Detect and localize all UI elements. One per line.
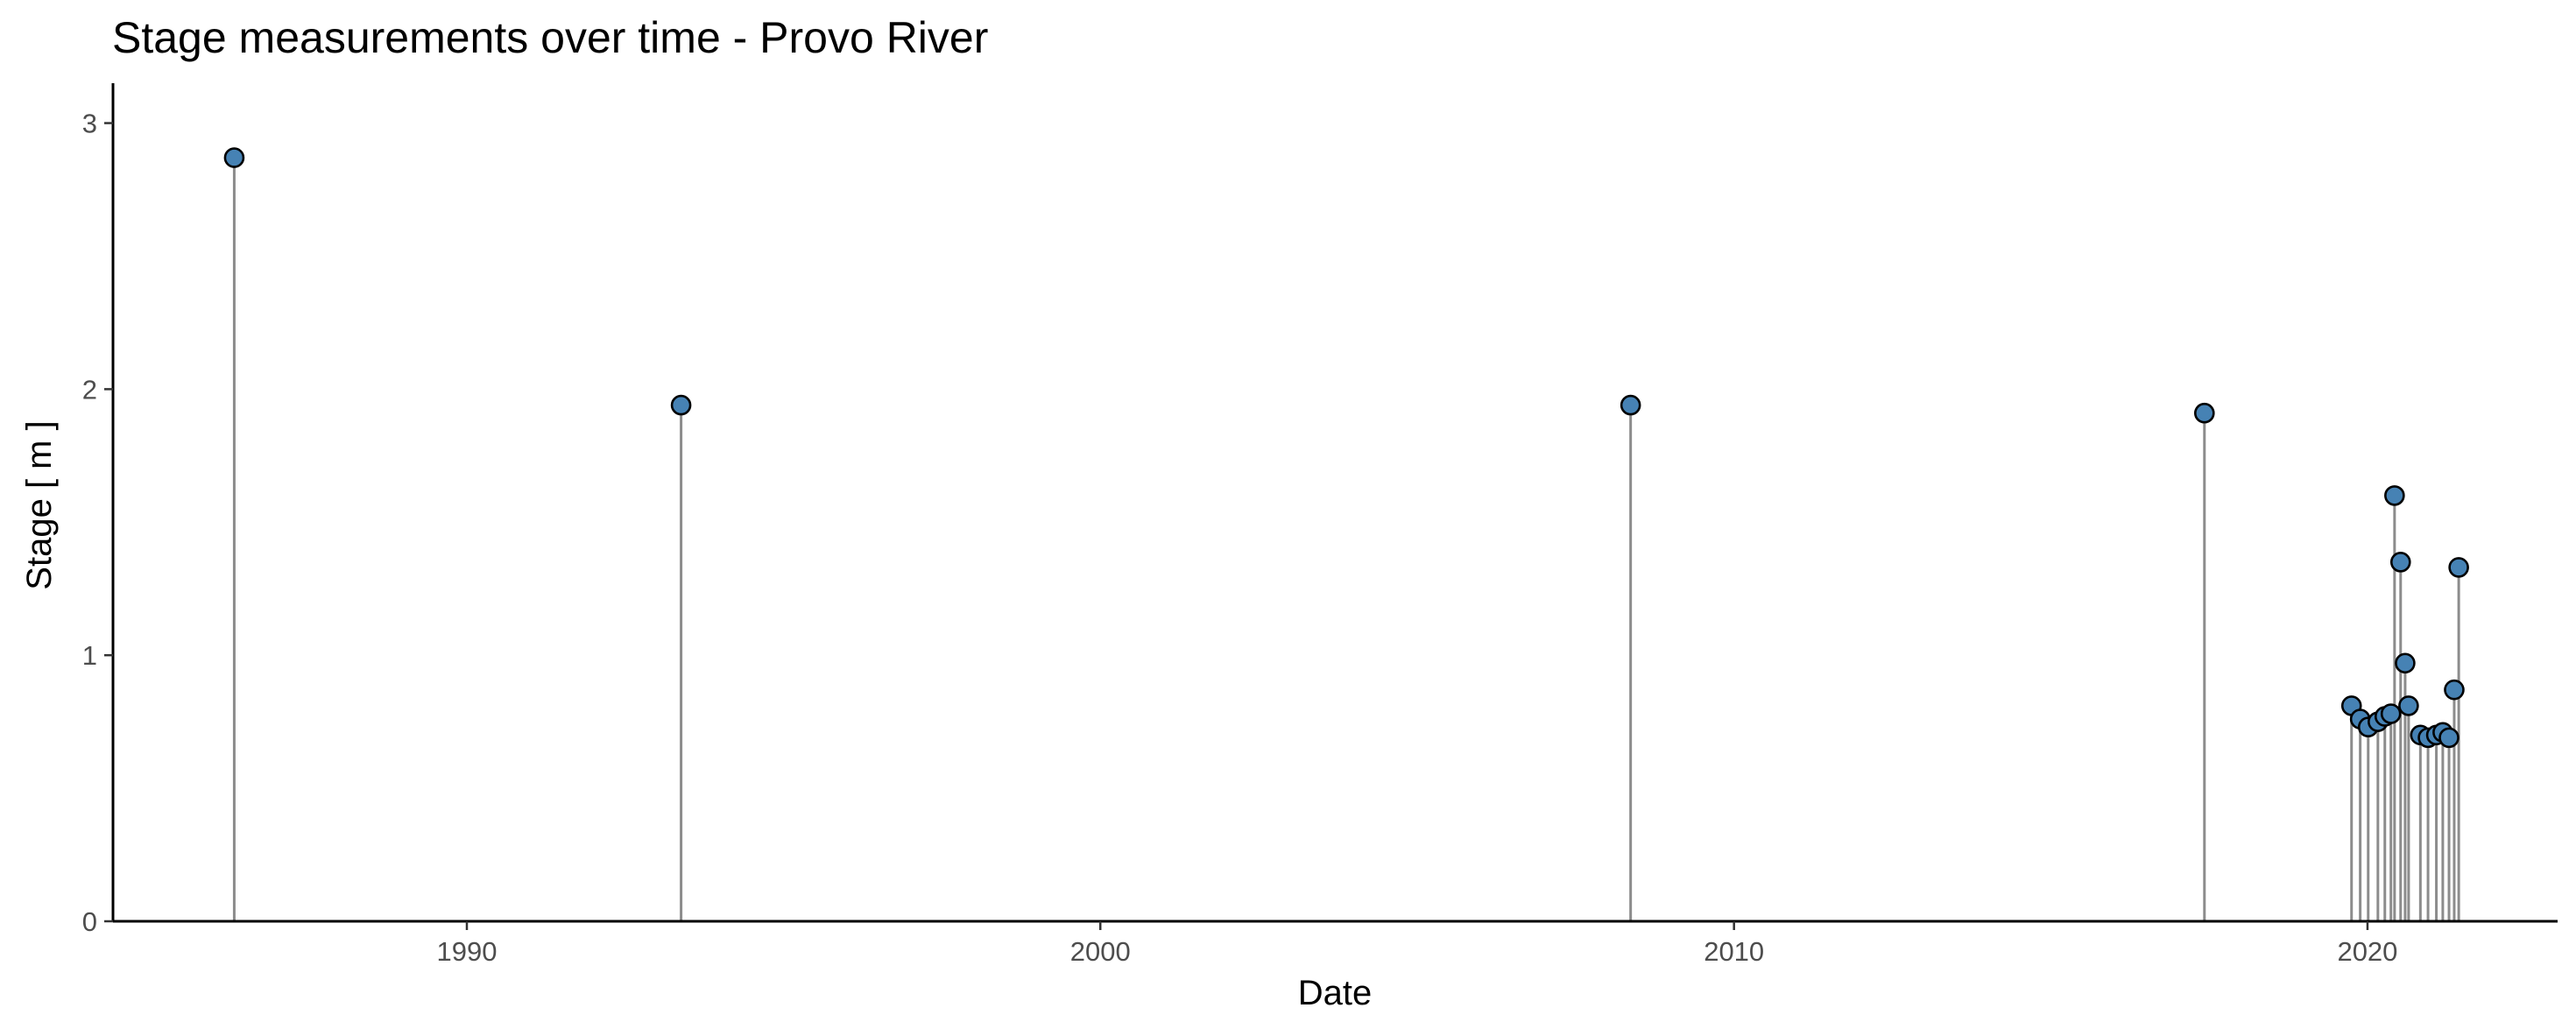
y-tick-label: 0 (82, 906, 97, 937)
stage-point (2384, 485, 2405, 506)
chart-title: Stage measurements over time - Provo Riv… (112, 13, 988, 62)
x-tick-label: 2010 (1704, 936, 1764, 967)
x-axis-title: Date (1298, 974, 1373, 1012)
x-tick-label: 2000 (1070, 936, 1131, 967)
stage-point (2389, 552, 2411, 573)
stage-point (223, 147, 245, 168)
points-layer (223, 147, 2469, 749)
stage-point (2448, 557, 2469, 578)
stage-point (2395, 652, 2416, 674)
y-axis-ticks: 0 1 2 3 (82, 109, 113, 937)
stage-point (2380, 703, 2402, 724)
y-axis-title: Stage [ m ] (20, 420, 59, 589)
x-axis-ticks: 1990 2000 2010 2020 (437, 921, 2397, 967)
stage-point (2444, 679, 2465, 701)
y-tick-label: 3 (82, 109, 97, 139)
stage-point (670, 394, 692, 416)
stage-point (2438, 727, 2460, 749)
y-tick-label: 1 (82, 640, 97, 671)
x-tick-label: 1990 (437, 936, 498, 967)
stage-point (2398, 695, 2419, 716)
x-tick-label: 2020 (2337, 936, 2397, 967)
stage-point (1620, 394, 1641, 416)
stage-point (2193, 402, 2215, 424)
y-tick-label: 2 (82, 374, 97, 405)
